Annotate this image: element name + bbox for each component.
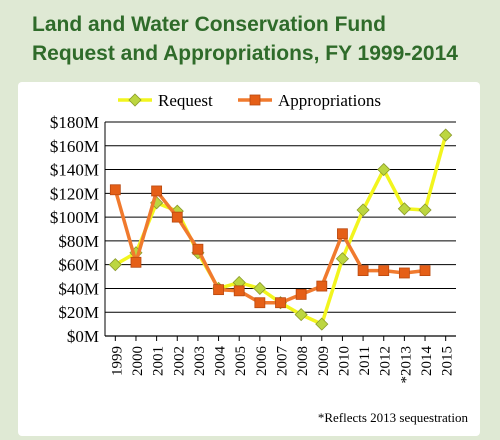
x-tick-label: 2008 xyxy=(295,346,311,376)
y-tick-label: $120M xyxy=(50,184,99,203)
y-tick-label: $80M xyxy=(58,232,99,251)
chart-card: $0M $20M $40M $60M $80M $100M $120M $140M $160M $… xyxy=(18,82,480,436)
x-tick-label: 2005 xyxy=(233,346,249,376)
appropriations-point xyxy=(192,243,204,255)
appropriations-point xyxy=(233,285,245,297)
appropriations-point xyxy=(275,297,286,309)
y-tick-label: $0M xyxy=(67,327,99,346)
x-tick-label: 2014 xyxy=(419,346,435,377)
appropriations-point xyxy=(151,185,163,197)
y-tick-label: $40M xyxy=(58,279,99,298)
x-tick-label: 2003 xyxy=(192,346,208,376)
y-tick-label: $140M xyxy=(50,161,99,180)
appropriations-point xyxy=(295,288,307,300)
series-line-appropriations xyxy=(113,189,426,305)
request-point xyxy=(335,252,350,266)
request-point xyxy=(377,162,391,177)
legend-request-marker xyxy=(128,93,142,107)
y-tick-label: $60M xyxy=(58,256,99,275)
title-line-2: Request and Appropriations, FY 1999-2014 xyxy=(32,42,458,65)
request-point xyxy=(439,128,453,142)
request-point xyxy=(108,258,122,272)
appropriations-point xyxy=(316,280,328,292)
series-line-request xyxy=(114,134,448,326)
x-tick-label: 2002 xyxy=(171,346,187,376)
legend-appropriations-label: Appropriations xyxy=(278,91,381,110)
appropriations-point xyxy=(398,267,410,279)
appropriations-point xyxy=(254,297,266,309)
x-tick-label: 2009 xyxy=(316,346,332,376)
appropriations-point xyxy=(378,265,390,277)
appropriations-point xyxy=(109,184,121,196)
appropriations-point xyxy=(337,228,348,240)
appropriations-point xyxy=(171,211,183,223)
request-point xyxy=(315,317,329,331)
y-tick-label: $180M xyxy=(50,113,99,132)
x-tick-label: *2013 xyxy=(398,346,414,384)
line-chart: $0M $20M $40M $60M $80M $100M $120M $140M $160M $… xyxy=(50,91,456,384)
x-tick-label: 2001 xyxy=(151,346,167,376)
appropriations-point xyxy=(213,284,224,296)
x-tick-label: 2000 xyxy=(130,346,146,376)
y-tick-label: $20M xyxy=(58,303,99,322)
legend-appropriations-marker xyxy=(249,94,261,106)
request-point xyxy=(294,308,308,322)
appropriations-point xyxy=(130,256,142,268)
x-tick-label: 2006 xyxy=(254,346,270,377)
request-point xyxy=(253,281,267,296)
x-tick-label: 2012 xyxy=(378,346,394,376)
legend-request-label: Request xyxy=(158,91,213,110)
x-tick-label: 2010 xyxy=(336,346,352,376)
x-tick-label: 2004 xyxy=(213,346,229,377)
title-line-1: Land and Water Conservation Fund xyxy=(32,13,386,36)
y-tick-label: $160M xyxy=(50,137,99,156)
chart-title: Land and Water Conservation Fund Request… xyxy=(32,10,472,68)
y-tick-label: $100M xyxy=(50,208,99,227)
request-point xyxy=(397,202,411,216)
x-tick-label: 1999 xyxy=(109,346,125,376)
x-tick-label: 2015 xyxy=(440,346,456,376)
footnote: *Reflects 2013 sequestration xyxy=(317,410,468,425)
appropriations-point xyxy=(419,265,431,277)
appropriations-point xyxy=(357,265,369,277)
request-point xyxy=(356,203,370,217)
x-tick-label: 2007 xyxy=(275,346,291,377)
x-tick-label: 2011 xyxy=(357,346,373,375)
request-point xyxy=(418,203,432,217)
